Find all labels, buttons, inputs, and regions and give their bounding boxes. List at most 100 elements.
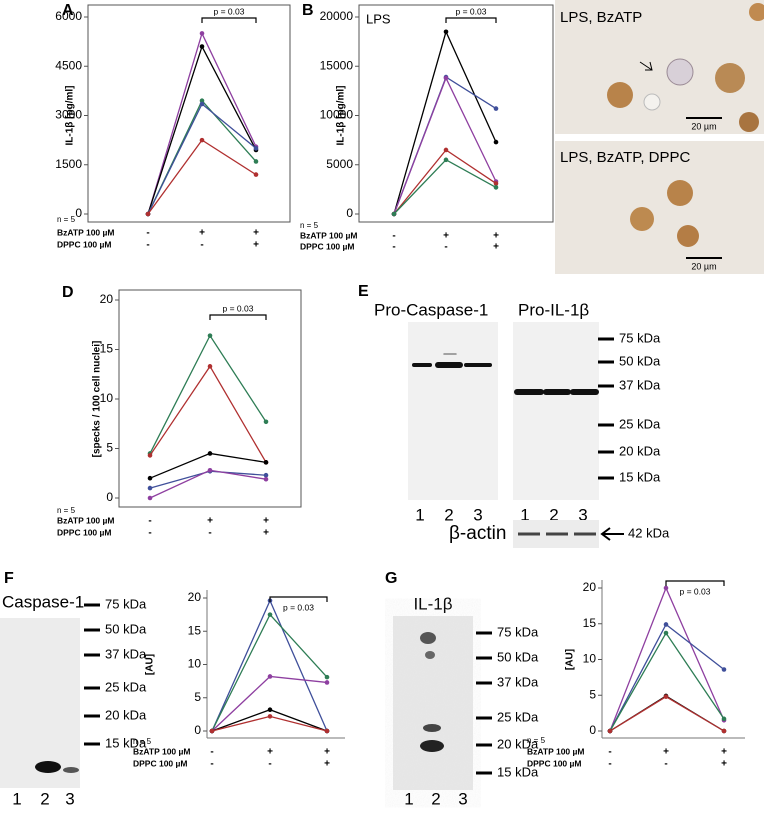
data-point — [493, 139, 499, 145]
x-tick-label: - — [148, 516, 151, 527]
lane-label: 3 — [65, 789, 74, 808]
data-point — [324, 674, 330, 680]
row-label: BzATP 100 µM — [133, 746, 191, 756]
x-tick-label: + — [263, 516, 269, 527]
panel-label: B — [302, 2, 314, 19]
scale-label: 20 µm — [691, 261, 716, 271]
x-tick-label: - — [210, 759, 213, 770]
x-tick-label: - — [146, 240, 149, 251]
data-line — [609, 623, 725, 732]
significance-bracket — [665, 580, 725, 586]
data-line — [393, 159, 497, 215]
x-tick-label: - — [208, 528, 211, 539]
cells — [630, 180, 699, 247]
blot — [0, 618, 80, 788]
x-tick-label: + — [267, 747, 273, 758]
y-tick-label: 5 — [194, 690, 201, 704]
x-tick-label: + — [324, 759, 330, 770]
x-tick-label: - — [210, 747, 213, 758]
x-tick-label: + — [721, 747, 727, 758]
row-label: DPPC 100 µM — [300, 241, 355, 251]
data-line — [211, 675, 328, 732]
y-axis-label: [AU] — [145, 654, 156, 675]
marker-label: 15 kDa — [497, 764, 539, 779]
data-point — [263, 472, 269, 478]
significance-bracket — [269, 596, 328, 602]
y-tick-label: 0 — [194, 723, 201, 737]
caption: LPS, BzATP, DPPC — [560, 149, 690, 166]
y-axis-label: [specks / 100 cell nuclei] — [92, 341, 103, 458]
data-point — [324, 680, 330, 685]
data-point — [663, 630, 669, 636]
data-point — [607, 728, 613, 734]
x-tick-label: - — [146, 228, 149, 239]
data-line — [149, 334, 267, 454]
blot — [513, 322, 599, 500]
data-point — [267, 674, 273, 679]
lane-label: 3 — [473, 505, 482, 524]
marker-label: 50 kDa — [619, 353, 661, 368]
y-tick-label: 0 — [75, 206, 82, 220]
data-point — [263, 476, 269, 482]
x-tick-label: + — [721, 759, 727, 770]
x-tick-label: - — [608, 747, 611, 758]
subtitle: LPS — [366, 11, 391, 26]
marker-label: 25 kDa — [497, 709, 539, 724]
data-point — [147, 453, 153, 458]
y-tick-label: 15 — [100, 342, 114, 356]
data-line — [609, 586, 725, 732]
x-tick-label: + — [324, 747, 330, 758]
data-line — [211, 709, 328, 732]
cells — [607, 3, 764, 132]
lane-label: 3 — [458, 789, 467, 808]
y-tick-label: 15 — [188, 623, 202, 637]
y-tick-label: 10 — [100, 391, 114, 405]
data-point — [721, 667, 727, 672]
note: n = 5 — [133, 737, 152, 746]
row-label: BzATP 100 µM — [57, 515, 115, 525]
data-point — [263, 419, 269, 425]
marker-label: 37 kDa — [497, 674, 539, 689]
blot-title: Pro-IL-1β — [518, 300, 589, 319]
y-tick-label: 20 — [583, 580, 597, 594]
p-value: p = 0.03 — [214, 6, 245, 16]
marker-label: 37 kDa — [105, 646, 147, 661]
data-line — [211, 613, 328, 732]
y-tick-label: 6000 — [55, 9, 82, 23]
lane-label: 1 — [520, 505, 529, 524]
row-label: BzATP 100 µM — [300, 230, 358, 240]
data-point — [721, 728, 727, 734]
data-point — [443, 147, 449, 153]
data-point — [147, 485, 153, 491]
plot-frame — [358, 4, 554, 223]
y-tick-label: 0 — [106, 490, 113, 504]
blot-title: Pro-Caspase-1 — [374, 300, 488, 319]
row-label: DPPC 100 µM — [57, 527, 112, 537]
x-tick-label: + — [493, 231, 499, 242]
note: n = 5 — [300, 221, 319, 230]
note: n = 5 — [57, 215, 76, 224]
caption: LPS, BzATP — [560, 9, 642, 26]
y-axis-label: IL-1β [pg/ml] — [65, 86, 76, 146]
y-tick-label: 4500 — [55, 58, 82, 72]
lane-label: 1 — [12, 789, 21, 808]
data-line — [393, 76, 497, 215]
x-tick-label: + — [253, 228, 259, 239]
data-point — [663, 622, 669, 627]
x-tick-label: + — [199, 228, 205, 239]
data-line — [393, 29, 497, 215]
data-point — [391, 211, 397, 217]
data-point — [721, 716, 727, 722]
actin-label: β-actin — [449, 523, 506, 544]
micrograph — [555, 141, 764, 274]
lane-label: 2 — [40, 789, 49, 808]
data-point — [443, 75, 449, 81]
data-point — [209, 728, 215, 734]
data-point — [199, 44, 205, 49]
marker-label: 75 kDa — [497, 624, 539, 639]
y-tick-label: 15 — [583, 616, 597, 630]
data-point — [147, 495, 153, 501]
y-tick-label: 3000 — [55, 108, 82, 122]
blot — [393, 616, 473, 790]
